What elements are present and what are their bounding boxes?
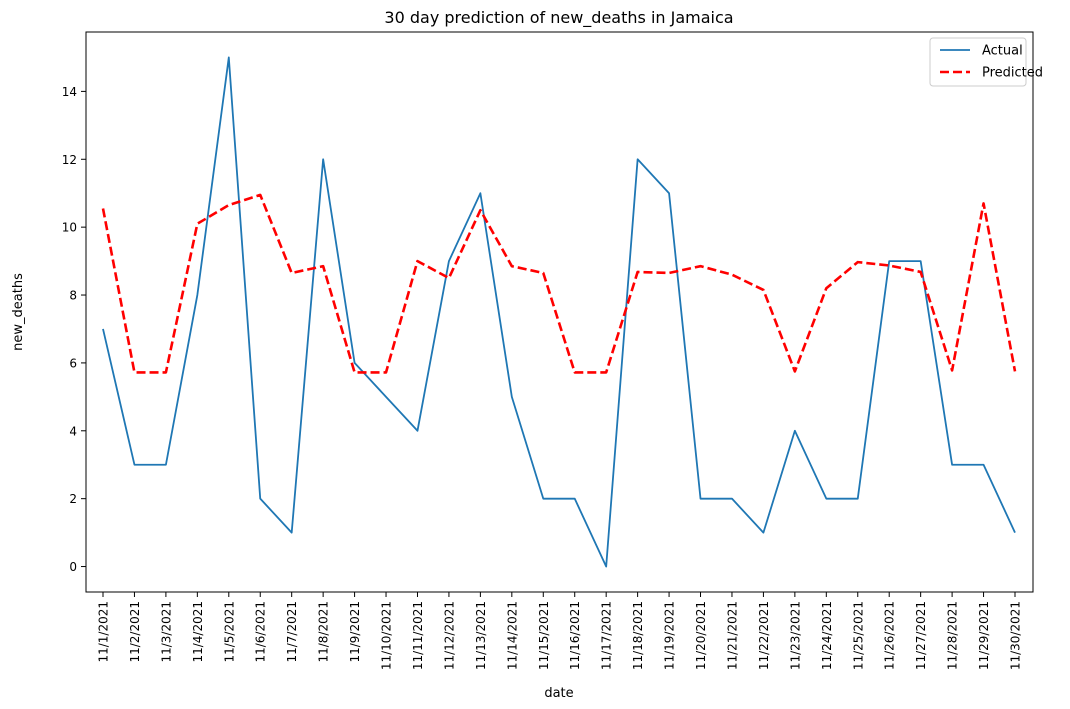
y-tick-label: 2 (69, 492, 77, 506)
y-tick-label: 10 (62, 221, 77, 235)
x-tick-label: 11/23/2021 (788, 601, 802, 670)
y-axis: 0 2 4 6 8 10 12 14 (62, 85, 86, 574)
x-tick-label: 11/10/2021 (380, 601, 394, 670)
series-layer (101, 56, 1017, 568)
x-tick-label: 11/12/2021 (442, 601, 456, 670)
x-tick-label: 11/24/2021 (820, 601, 834, 670)
x-axis: 11/1/2021 11/2/2021 11/3/2021 11/4/2021 11/5… (97, 592, 1023, 670)
x-tick-label: 11/19/2021 (663, 601, 677, 670)
legend-label-predicted: Predicted (982, 66, 1043, 81)
y-tick-label: 4 (69, 424, 77, 438)
y-tick-label: 0 (69, 560, 77, 574)
x-tick-label: 11/7/2021 (285, 601, 299, 663)
x-tick-label: 11/8/2021 (317, 601, 331, 663)
legend: Actual Predicted (929, 37, 1043, 87)
x-tick-label: 11/21/2021 (725, 601, 739, 670)
x-tick-label: 11/29/2021 (977, 601, 991, 670)
x-tick-label: 11/17/2021 (600, 601, 614, 670)
x-tick-label: 11/2/2021 (128, 601, 142, 663)
x-tick-label: 11/27/2021 (914, 601, 928, 670)
plot-area (85, 31, 1034, 593)
x-tick-label: 11/4/2021 (191, 601, 205, 663)
x-tick-label: 11/22/2021 (757, 601, 771, 670)
x-tick-label: 11/28/2021 (946, 601, 960, 670)
x-tick-label: 11/15/2021 (537, 601, 551, 670)
series-line-predicted (101, 193, 1017, 374)
y-tick-label: 8 (69, 289, 77, 303)
x-tick-label: 11/6/2021 (254, 601, 268, 663)
x-tick-label: 11/18/2021 (631, 601, 645, 670)
x-tick-label: 11/11/2021 (411, 601, 425, 670)
y-tick-label: 14 (62, 85, 77, 99)
x-tick-label: 11/3/2021 (159, 601, 173, 663)
x-tick-label: 11/14/2021 (505, 601, 519, 670)
x-tick-label: 11/16/2021 (568, 601, 582, 670)
x-tick-label: 11/20/2021 (694, 601, 708, 670)
x-tick-label: 11/25/2021 (851, 601, 865, 670)
x-tick-label: 11/1/2021 (97, 601, 111, 663)
x-axis-label: date (544, 686, 573, 701)
x-tick-label: 11/13/2021 (474, 601, 488, 670)
x-tick-label: 11/26/2021 (883, 601, 897, 670)
y-tick-label: 12 (62, 153, 77, 167)
chart-title: 30 day prediction of new_deaths in Jamai… (384, 8, 733, 28)
y-tick-label: 6 (69, 356, 77, 370)
y-axis-label: new_deaths (11, 273, 26, 351)
legend-label-actual: Actual (982, 44, 1023, 59)
x-tick-label: 11/5/2021 (222, 601, 236, 663)
series-line-actual (102, 56, 1016, 568)
x-tick-label: 11/9/2021 (348, 601, 362, 663)
x-tick-label: 11/30/2021 (1009, 601, 1023, 670)
